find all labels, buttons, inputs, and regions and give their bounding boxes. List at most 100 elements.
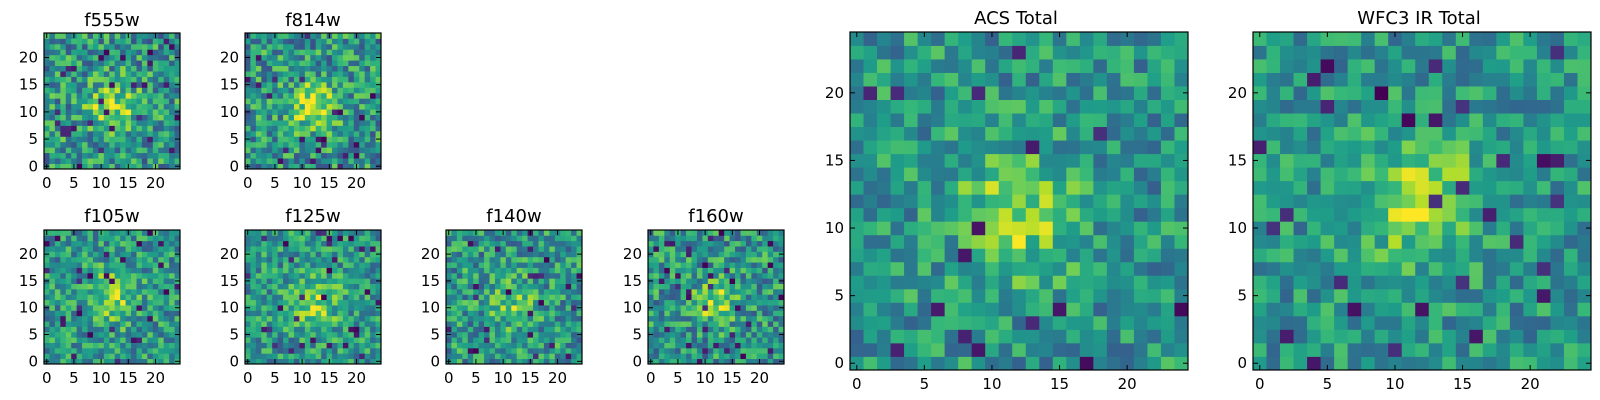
heatmap-cell	[653, 288, 660, 295]
heatmap-cell	[136, 130, 143, 137]
heatmap-cell	[125, 299, 132, 306]
heatmap-cell	[65, 283, 72, 290]
heatmap-cell	[729, 267, 736, 274]
heatmap-cell	[136, 315, 143, 322]
heatmap-cell	[931, 167, 946, 182]
heatmap-cell	[141, 49, 148, 56]
heatmap-cell	[82, 315, 88, 322]
heatmap-cell	[250, 321, 257, 327]
heatmap-cell	[680, 230, 687, 236]
heatmap-cell	[565, 321, 572, 327]
heatmap-cell	[686, 278, 692, 284]
heatmap-cell	[745, 331, 752, 338]
heatmap-cell	[54, 103, 61, 110]
heatmap-cell	[527, 321, 534, 327]
heatmap-cell	[904, 59, 918, 73]
heatmap-cell	[691, 246, 698, 252]
heatmap-cell	[890, 99, 905, 114]
heatmap-cell	[299, 342, 306, 349]
heatmap-cell	[467, 299, 474, 306]
heatmap-cell	[565, 246, 572, 252]
heatmap-cell	[147, 54, 154, 61]
y-tick-label: 20	[19, 48, 38, 66]
heatmap-cell	[92, 246, 99, 252]
heatmap-cell	[658, 305, 665, 311]
heatmap-cell	[245, 98, 251, 105]
heatmap-cell	[500, 246, 507, 252]
heatmap-cell	[54, 331, 61, 338]
heatmap-cell	[1469, 234, 1484, 249]
heatmap-cell	[971, 234, 986, 249]
heatmap-cell	[1120, 153, 1135, 168]
heatmap-cell	[44, 299, 50, 306]
heatmap-cell	[527, 310, 534, 317]
heatmap-cell	[293, 81, 300, 88]
heatmap-cell	[44, 272, 50, 279]
heatmap-cell	[65, 326, 72, 333]
heatmap-cell	[456, 235, 463, 242]
heatmap-cell	[272, 147, 279, 154]
heatmap-cell	[49, 310, 56, 317]
heatmap-cell	[473, 321, 480, 327]
heatmap-cell	[136, 342, 143, 349]
heatmap-cell	[315, 103, 322, 110]
heatmap-cell	[998, 86, 1013, 100]
heatmap-cell	[370, 49, 376, 56]
heatmap-cell	[103, 152, 110, 159]
heatmap-cell	[54, 109, 61, 115]
heatmap-cell	[1147, 180, 1162, 195]
heatmap-cell	[1039, 72, 1054, 87]
heatmap-cell	[103, 109, 110, 115]
heatmap-cell	[1482, 315, 1497, 330]
heatmap-cell	[1052, 72, 1067, 87]
heatmap-cell	[370, 81, 376, 88]
heatmap-cell	[304, 76, 311, 83]
heatmap-cell	[92, 299, 99, 306]
heatmap-cell	[54, 240, 61, 247]
heatmap-cell	[462, 353, 469, 360]
heatmap-cell	[549, 235, 556, 242]
heatmap-cell	[505, 315, 512, 322]
heatmap-cell	[261, 114, 268, 121]
heatmap-cell	[54, 60, 61, 67]
heatmap-cell	[462, 315, 469, 322]
heatmap-cell	[1523, 315, 1538, 330]
heatmap-cell	[767, 347, 774, 354]
heatmap-cell	[131, 240, 137, 247]
heatmap-cell	[675, 256, 682, 263]
heatmap-cell	[1563, 248, 1578, 263]
heatmap-cell	[745, 321, 752, 327]
heatmap-cell	[767, 326, 774, 333]
heatmap-cell	[304, 109, 311, 115]
heatmap-cell	[1442, 302, 1457, 317]
heatmap-cell	[348, 283, 355, 290]
heatmap-cell	[321, 305, 327, 311]
heatmap-cell	[1133, 356, 1148, 371]
heatmap-cell	[288, 141, 295, 148]
heatmap-cell	[538, 299, 545, 306]
heatmap-cell	[511, 342, 518, 349]
heatmap-cell	[762, 331, 769, 338]
heatmap-cell	[277, 120, 284, 126]
panel-title-f125w: f125w	[285, 206, 340, 227]
heatmap-cell	[863, 302, 878, 317]
heatmap-cell	[141, 87, 148, 94]
heatmap-cell	[348, 230, 355, 236]
heatmap-cell	[669, 230, 676, 236]
heatmap-cell	[1133, 72, 1148, 87]
heatmap-cell	[342, 38, 349, 45]
heatmap-cell	[353, 326, 360, 333]
heatmap-cell	[1401, 302, 1416, 317]
heatmap-cell	[125, 130, 132, 137]
heatmap-cell	[131, 33, 137, 39]
heatmap-cell	[958, 99, 973, 114]
heatmap-cell	[125, 262, 132, 268]
heatmap-cell	[174, 71, 181, 77]
heatmap-cell	[473, 272, 480, 279]
heatmap-cell	[87, 326, 94, 333]
heatmap-cell	[131, 353, 137, 360]
heatmap-cell	[76, 98, 83, 105]
heatmap-cell	[310, 136, 317, 143]
heatmap-cell	[691, 230, 698, 236]
